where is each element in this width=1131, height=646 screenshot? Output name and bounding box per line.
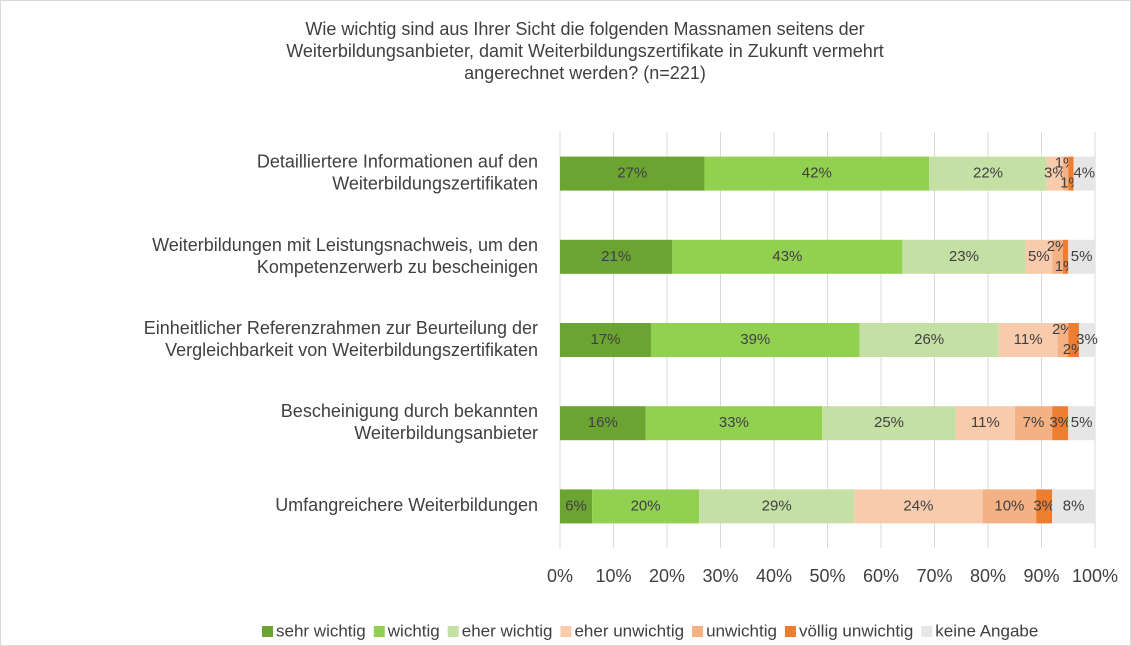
- legend-label: unwichtig: [706, 621, 777, 640]
- bar-segment: [982, 489, 1037, 524]
- legend-label: wichtig: [387, 621, 440, 640]
- x-tick-label: 80%: [970, 566, 1006, 586]
- category-label: Detailliertere Informationen auf den Weit…: [257, 151, 538, 193]
- bar-segment: [1073, 156, 1095, 191]
- bar-segment: [592, 489, 700, 524]
- legend-swatch: [921, 626, 933, 637]
- bar-segment: [902, 239, 1026, 274]
- bar-segment: [699, 489, 855, 524]
- chart-title: Wie wichtig sind aus Ihrer Sicht die fol…: [286, 19, 884, 83]
- value-label: 11%: [1014, 331, 1043, 348]
- legend-swatch: [784, 626, 796, 637]
- bar-segment: [1036, 489, 1053, 524]
- value-label: 3%: [1033, 497, 1055, 514]
- legend-label: völlig unwichtig: [799, 621, 913, 640]
- value-label: 20%: [631, 497, 661, 514]
- value-label: 23%: [949, 248, 979, 265]
- bar-segment: [1068, 323, 1079, 357]
- bar-segment: [859, 323, 999, 357]
- bar-segment: [1057, 323, 1069, 357]
- bar-segment: [822, 406, 956, 441]
- bar-segment: [998, 323, 1058, 357]
- bar-segment: [1052, 406, 1069, 441]
- value-label: 16%: [588, 414, 618, 431]
- value-label: 43%: [772, 248, 802, 265]
- category-label: Weiterbildungen mit Leistungsnachweis, u…: [152, 235, 538, 277]
- value-label: 3%: [1076, 331, 1098, 348]
- bar-segment: [704, 156, 930, 191]
- value-label: 39%: [740, 331, 770, 348]
- x-tick-label: 0%: [547, 566, 573, 586]
- value-label: 29%: [762, 497, 792, 514]
- bar-segment: [854, 489, 983, 524]
- x-tick-label: 20%: [649, 566, 685, 586]
- legend-label: eher unwichtig: [574, 621, 684, 640]
- x-tick-label: 60%: [863, 566, 899, 586]
- bar-segment: [1052, 489, 1095, 524]
- value-label: 7%: [1023, 414, 1045, 431]
- category-label: Bescheinigung durch bekannten Weiterbildu…: [281, 401, 538, 443]
- value-label: 4%: [1073, 165, 1095, 182]
- legend-swatch: [373, 626, 385, 637]
- category-label: Umfangreichere Weiterbildungen: [275, 495, 538, 515]
- bar-segment: [1062, 156, 1069, 191]
- value-label: 5%: [1071, 414, 1093, 431]
- value-label: 8%: [1063, 497, 1085, 514]
- bar-segment: [1068, 156, 1074, 191]
- value-label: 17%: [590, 331, 620, 348]
- bar-segment: [645, 406, 823, 441]
- bar-segment: [672, 239, 903, 274]
- bar-segment: [955, 406, 1015, 441]
- bar-segment: [1014, 406, 1053, 441]
- x-tick-label: 70%: [916, 566, 952, 586]
- bar-segment: [929, 156, 1047, 191]
- bar-segment: [560, 156, 705, 191]
- value-label: 26%: [914, 331, 944, 348]
- x-tick-label: 10%: [595, 566, 631, 586]
- bar-segment: [1025, 239, 1053, 274]
- value-label: 42%: [802, 165, 832, 182]
- legend-label: sehr wichtig: [276, 621, 366, 640]
- legend-swatch: [560, 626, 572, 637]
- legend-swatch: [262, 626, 273, 637]
- legend-swatch: [447, 626, 459, 637]
- value-label: 10%: [994, 497, 1024, 514]
- category-label: Einheitlicher Referenzrahmen zur Beurtei…: [144, 318, 538, 360]
- x-tick-label: 100%: [1072, 566, 1118, 586]
- bar-segment: [560, 406, 646, 441]
- bar-segment: [560, 323, 651, 357]
- value-label: 11%: [971, 414, 1000, 431]
- value-label: 24%: [903, 497, 933, 514]
- bar-segment: [1062, 239, 1069, 274]
- bar-segment: [560, 239, 673, 274]
- value-label: 6%: [565, 497, 587, 514]
- legend-label: eher wichtig: [462, 621, 553, 640]
- legend-label: keine Angabe: [935, 621, 1038, 640]
- value-label: 5%: [1071, 248, 1093, 265]
- value-label: 22%: [973, 165, 1003, 182]
- x-tick-label: 40%: [756, 566, 792, 586]
- value-label: 27%: [617, 165, 647, 182]
- bar-segment: [650, 323, 860, 357]
- value-label: 21%: [601, 248, 631, 265]
- bar-segment: [1068, 239, 1095, 274]
- value-label: 5%: [1028, 248, 1050, 265]
- value-label: 25%: [874, 414, 904, 431]
- bar-segment: [1046, 156, 1063, 191]
- bar-segment: [1068, 406, 1095, 441]
- value-label: 33%: [719, 414, 749, 431]
- x-tick-label: 90%: [1023, 566, 1059, 586]
- value-label: 3%: [1049, 414, 1071, 431]
- value-label: 3%: [1044, 165, 1066, 182]
- bar-segment: [1052, 239, 1063, 274]
- bar-segment: [560, 489, 593, 524]
- bar-segment: [1078, 323, 1095, 357]
- legend-swatch: [692, 626, 704, 637]
- x-tick-label: 50%: [809, 566, 845, 586]
- x-tick-label: 30%: [702, 566, 738, 586]
